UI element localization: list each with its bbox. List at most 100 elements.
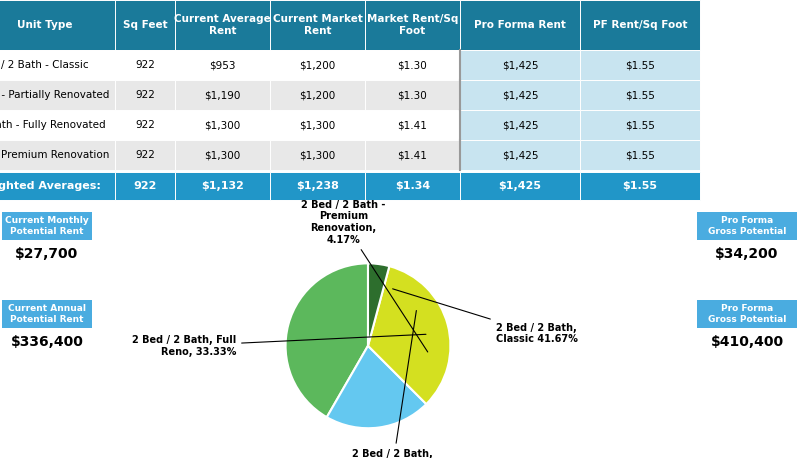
Bar [365, 0, 460, 50]
Text: $1,425: $1,425 [502, 120, 538, 130]
Text: $336,400: $336,400 [10, 335, 83, 349]
Bar [365, 172, 460, 200]
Bar [365, 110, 460, 140]
Bar [115, 0, 175, 50]
Text: $1,425: $1,425 [502, 150, 538, 160]
Bar [460, 0, 580, 50]
Bar [270, 0, 365, 50]
Bar [580, 110, 700, 140]
Text: 2 Bed / 2 Bath -
Premium
Renovation,
4.17%: 2 Bed / 2 Bath - Premium Renovation, 4.1… [301, 200, 428, 352]
Text: $1.34: $1.34 [395, 181, 430, 191]
Text: Current Market
Rent: Current Market Rent [273, 14, 362, 36]
Text: $1.55: $1.55 [622, 181, 658, 191]
Bar [0, 140, 120, 170]
Bar [270, 172, 365, 200]
Bar [175, 80, 270, 110]
Wedge shape [326, 346, 426, 428]
Bar [697, 212, 797, 240]
Bar [270, 50, 365, 80]
Bar [460, 172, 580, 200]
Bar [2, 300, 92, 328]
Bar [115, 110, 175, 140]
Text: $1,300: $1,300 [204, 150, 241, 160]
Text: $1,132: $1,132 [201, 181, 244, 191]
Bar [0, 50, 120, 80]
Bar [580, 50, 700, 80]
Text: Market Rent/Sq
Foot: Market Rent/Sq Foot [367, 14, 458, 36]
Bar [115, 80, 175, 110]
Text: $1,425: $1,425 [498, 181, 542, 191]
Text: $1,300: $1,300 [204, 120, 241, 130]
Text: th - Premium Renovation: th - Premium Renovation [0, 150, 110, 160]
Text: $410,400: $410,400 [710, 335, 783, 349]
Bar [365, 140, 460, 170]
Text: $1.41: $1.41 [398, 120, 427, 130]
Text: $1,300: $1,300 [299, 120, 336, 130]
Bar [270, 80, 365, 110]
Text: Pro Forma
Gross Potential: Pro Forma Gross Potential [708, 216, 786, 236]
Text: 922: 922 [135, 120, 155, 130]
Text: PF Rent/Sq Foot: PF Rent/Sq Foot [593, 20, 687, 30]
Text: $1,238: $1,238 [296, 181, 339, 191]
Text: $27,700: $27,700 [15, 247, 78, 261]
Bar [115, 140, 175, 170]
Text: Bath - Fully Renovated: Bath - Fully Renovated [0, 120, 106, 130]
Text: Weighted Averages:: Weighted Averages: [0, 181, 101, 191]
Text: 922: 922 [135, 150, 155, 160]
Text: Sq Feet: Sq Feet [122, 20, 167, 30]
Text: $34,200: $34,200 [715, 247, 778, 261]
Bar [697, 300, 797, 328]
Text: Pro Forma Rent: Pro Forma Rent [474, 20, 566, 30]
Bar [460, 140, 580, 170]
Text: $1,300: $1,300 [299, 150, 336, 160]
Text: $1,190: $1,190 [204, 90, 241, 100]
Bar [175, 140, 270, 170]
Text: Current Annual
Potential Rent: Current Annual Potential Rent [8, 304, 86, 324]
Text: $1,200: $1,200 [299, 90, 336, 100]
Bar [175, 172, 270, 200]
Wedge shape [286, 263, 368, 417]
Bar [460, 50, 580, 80]
Text: $1.55: $1.55 [625, 150, 655, 160]
Text: Pro Forma
Gross Potential: Pro Forma Gross Potential [708, 304, 786, 324]
Text: 922: 922 [134, 181, 157, 191]
Text: 2 Bed / 2 Bath,
Classic 41.67%: 2 Bed / 2 Bath, Classic 41.67% [393, 289, 578, 344]
Text: $1,425: $1,425 [502, 60, 538, 70]
Text: $1.30: $1.30 [398, 60, 427, 70]
Text: $1.55: $1.55 [625, 120, 655, 130]
Bar [0, 172, 120, 200]
Bar [365, 80, 460, 110]
Bar [2, 212, 92, 240]
Bar [175, 50, 270, 80]
Bar [580, 140, 700, 170]
Text: Current Monthly
Potential Rent: Current Monthly Potential Rent [5, 216, 89, 236]
Bar [580, 0, 700, 50]
Bar [460, 80, 580, 110]
Bar [175, 110, 270, 140]
Text: $1,425: $1,425 [502, 90, 538, 100]
Bar [460, 110, 580, 140]
Bar [115, 50, 175, 80]
Bar [580, 172, 700, 200]
Text: $1.30: $1.30 [398, 90, 427, 100]
Text: $1.55: $1.55 [625, 60, 655, 70]
Bar [270, 140, 365, 170]
Bar [365, 50, 460, 80]
Text: $1.41: $1.41 [398, 150, 427, 160]
Bar [0, 0, 120, 50]
Bar [115, 172, 175, 200]
Text: 922: 922 [135, 90, 155, 100]
Bar [270, 110, 365, 140]
Bar [580, 80, 700, 110]
Bar [175, 0, 270, 50]
Text: / 2 Bath - Classic: / 2 Bath - Classic [1, 60, 89, 70]
Text: Unit Type: Unit Type [18, 20, 73, 30]
Text: ath - Partially Renovated: ath - Partially Renovated [0, 90, 109, 100]
Bar [0, 80, 120, 110]
Text: Current Average
Rent: Current Average Rent [174, 14, 271, 36]
Text: $1,200: $1,200 [299, 60, 336, 70]
Text: 2 Bed / 2 Bath, Full
Reno, 33.33%: 2 Bed / 2 Bath, Full Reno, 33.33% [132, 334, 426, 357]
Wedge shape [368, 266, 450, 404]
Wedge shape [368, 263, 390, 346]
Text: 2 Bed / 2 Bath,
Partial Reno,
20.83%: 2 Bed / 2 Bath, Partial Reno, 20.83% [352, 311, 433, 458]
